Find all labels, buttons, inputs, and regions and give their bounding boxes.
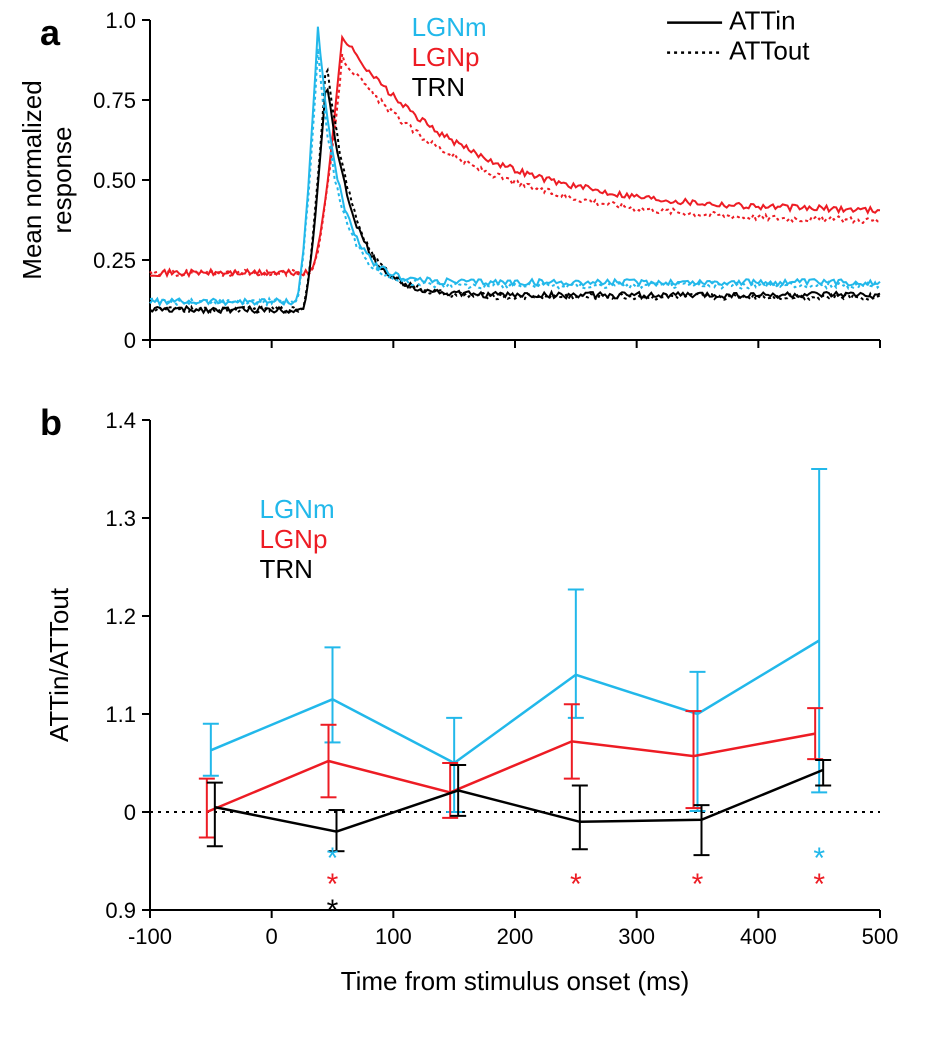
panel-a-ytick-label: 1.0 — [105, 8, 136, 33]
panel-b-xtick-label: -100 — [128, 924, 172, 949]
panel-a-ytick-label: 0.25 — [93, 248, 136, 273]
meanline-LGNp — [207, 734, 815, 812]
panel-b-legend-TRN: TRN — [260, 554, 313, 584]
svg-text:Mean normalized: Mean normalized — [17, 80, 47, 279]
legend-a-LGNm: LGNm — [412, 12, 487, 42]
legend-b-ATTin: ATTin — [729, 6, 795, 36]
trace-LGNm-attin — [150, 27, 880, 305]
panel-a-ylabel: Mean normalizedresponse — [17, 80, 77, 279]
panel-b-xtick-label: 0 — [266, 924, 278, 949]
sig-marker-red: * — [570, 868, 582, 901]
trace-LGNm-attout — [150, 48, 880, 304]
panel-b-xtick-label: 100 — [375, 924, 412, 949]
panel-b-ytick-label: 0 — [124, 800, 136, 825]
panel-b-ytick-label: 1.1 — [105, 702, 136, 727]
panel-b-legend-LGNm: LGNm — [260, 494, 335, 524]
trace-LGNp-attin — [150, 37, 880, 276]
legend-a-LGNp: LGNp — [412, 42, 480, 72]
meanline-LGNm — [211, 641, 819, 764]
legend-a-TRN: TRN — [412, 72, 465, 102]
panel-b-ytick-label: 1.4 — [105, 408, 136, 433]
panel-b-ytick-label: 0.9 — [105, 898, 136, 923]
trace-TRN-attout — [150, 70, 880, 312]
panel-b-xtick-label: 300 — [618, 924, 655, 949]
sig-marker-red: * — [692, 868, 704, 901]
figure-svg: a 0 0.25 0.50 0.75 1.0 Mean normalizedresponse… — [0, 0, 934, 1050]
sig-marker-black: * — [327, 894, 339, 927]
panel-b-label: b — [40, 402, 62, 443]
legend-b-ATTout: ATTout — [729, 36, 810, 66]
svg-text:response: response — [47, 127, 77, 234]
panel-b-ytick-label: 1.3 — [105, 506, 136, 531]
panel-a-ytick-label: 0 — [124, 328, 136, 353]
trace-LGNp-attout — [150, 54, 880, 276]
panel-a-ytick-label: 0.50 — [93, 168, 136, 193]
panel-b-ylabel: ATTin/ATTout — [44, 587, 74, 742]
trace-TRN-attin — [150, 90, 880, 313]
panel-b-ytick-label: 1.2 — [105, 604, 136, 629]
panel-b-xlabel: Time from stimulus onset (ms) — [341, 966, 690, 996]
sig-marker-red: * — [813, 868, 825, 901]
panel-b-xtick-label: 200 — [497, 924, 534, 949]
panel-a-ytick-label: 0.75 — [93, 88, 136, 113]
meanline-TRN — [215, 770, 823, 832]
panel-a-label: a — [40, 12, 61, 53]
panel-b-xtick-label: 500 — [862, 924, 899, 949]
panel-b-legend-LGNp: LGNp — [260, 524, 328, 554]
panel-b-xtick-label: 400 — [740, 924, 777, 949]
